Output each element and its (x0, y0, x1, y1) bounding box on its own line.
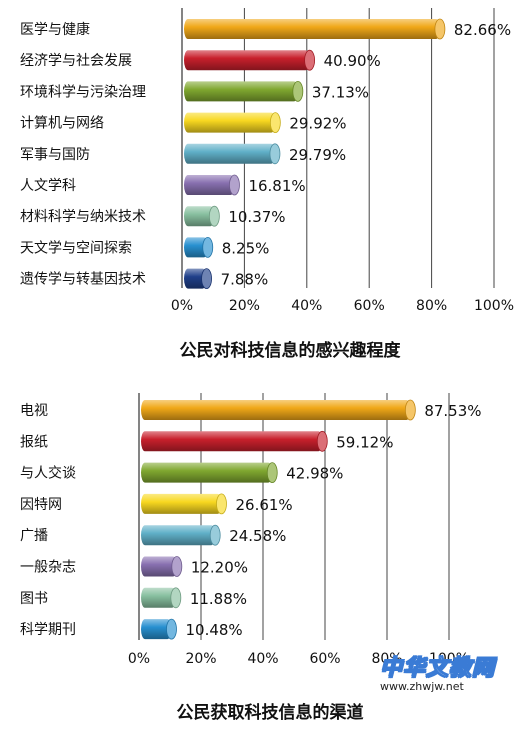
category-label: 图书 (20, 591, 48, 607)
value-label: 42.98% (286, 465, 343, 483)
category-label: 与人交谈 (20, 465, 76, 482)
bar-end-cap (434, 18, 446, 40)
chart-title: 公民对科技信息的感兴趣程度 (180, 340, 402, 361)
bar (184, 81, 298, 102)
x-tick-label: 0% (128, 651, 150, 667)
bar-end-cap (216, 493, 227, 515)
category-label: 广播 (20, 528, 48, 544)
category-label: 计算机与网络 (20, 116, 104, 132)
chart-2: 0% 20% 40% 60% 80% 100% 电视 87.53% 报纸 59.12% 与人交谈 42… (20, 393, 482, 723)
watermark: 中华文教网 www.zhwjw.net (370, 650, 510, 698)
value-label: 29.79% (289, 146, 346, 164)
x-tick-label: 100% (474, 298, 514, 314)
bar-end-cap (201, 268, 212, 290)
value-label: 10.48% (185, 621, 242, 639)
x-tick-label: 40% (247, 651, 278, 667)
x-tick-label: 60% (309, 651, 340, 667)
bar-end-cap (166, 618, 177, 640)
bar (141, 525, 216, 546)
x-tick-label: 0% (171, 298, 193, 314)
x-tick-label: 80% (371, 651, 402, 667)
value-label: 82.66% (454, 21, 511, 39)
bar (184, 268, 207, 289)
bar (141, 493, 222, 514)
category-label: 环境科学与污染治理 (20, 84, 146, 100)
category-label: 因特网 (20, 497, 62, 513)
bar-end-cap (229, 174, 240, 196)
bar (184, 19, 440, 39)
value-label: 11.88% (190, 590, 247, 608)
bar (184, 112, 276, 133)
category-label: 医学与健康 (20, 21, 90, 38)
x-tick-label: 100% (429, 651, 469, 667)
value-label: 40.90% (324, 52, 381, 70)
category-label: 经济学与社会发展 (20, 53, 132, 69)
x-tick-label: 80% (416, 298, 447, 314)
bar-end-cap (170, 587, 182, 609)
category-label: 军事与国防 (20, 147, 90, 163)
value-label: 37.13% (312, 83, 369, 101)
value-label: 8.25% (222, 239, 270, 257)
watermark-logo: 中华文教网 (379, 656, 496, 682)
bar (141, 400, 411, 420)
bar (184, 206, 215, 227)
chart-title: 公民获取科技信息的渠道 (177, 702, 364, 723)
category-label: 材料科学与纳米技术 (20, 209, 146, 225)
value-label: 26.61% (235, 496, 292, 514)
bar-end-cap (269, 143, 281, 165)
bar-end-cap (304, 49, 316, 71)
value-label: 59.12% (336, 433, 393, 451)
bar (141, 431, 323, 452)
bar (184, 143, 275, 164)
category-label: 遗传学与转基因技术 (20, 271, 146, 288)
bar-end-cap (208, 205, 220, 227)
bar (141, 587, 176, 608)
value-label: 7.88% (221, 271, 269, 289)
bar (184, 175, 235, 195)
x-tick-label: 40% (291, 298, 322, 314)
bar-end-cap (292, 81, 304, 102)
category-label: 科学期刊 (20, 622, 76, 638)
watermark-url: www.zhwjw.net (380, 680, 464, 693)
bar-end-cap (269, 112, 281, 133)
value-label: 16.81% (248, 177, 305, 195)
bar-end-cap (209, 524, 221, 546)
chart-1: 0% 20% 40% 60% 80% 100% 医学与健康 82.66% 经济学与社会发展 40.… (20, 8, 514, 361)
category-label: 天文学与空间探索 (20, 239, 132, 256)
category-label: 一般杂志 (20, 560, 76, 576)
bar (184, 237, 208, 258)
bar-end-cap (404, 399, 416, 421)
bar (141, 556, 177, 577)
category-label: 电视 (20, 403, 48, 419)
bar (141, 462, 273, 483)
category-label: 报纸 (20, 434, 48, 450)
x-tick-label: 20% (229, 298, 260, 314)
bar-end-cap (202, 236, 214, 258)
value-label: 12.20% (191, 559, 248, 577)
value-label: 10.37% (228, 208, 285, 226)
bar-end-cap (266, 462, 278, 484)
value-label: 29.92% (289, 115, 346, 133)
bar (184, 50, 310, 71)
x-tick-label: 20% (185, 651, 216, 667)
bar-end-cap (316, 430, 328, 452)
category-label: 人文学科 (20, 178, 76, 194)
bar-end-cap (171, 556, 183, 577)
value-label: 24.58% (229, 527, 286, 545)
bar (141, 619, 172, 640)
x-tick-label: 60% (354, 298, 385, 314)
value-label: 87.53% (424, 402, 481, 420)
